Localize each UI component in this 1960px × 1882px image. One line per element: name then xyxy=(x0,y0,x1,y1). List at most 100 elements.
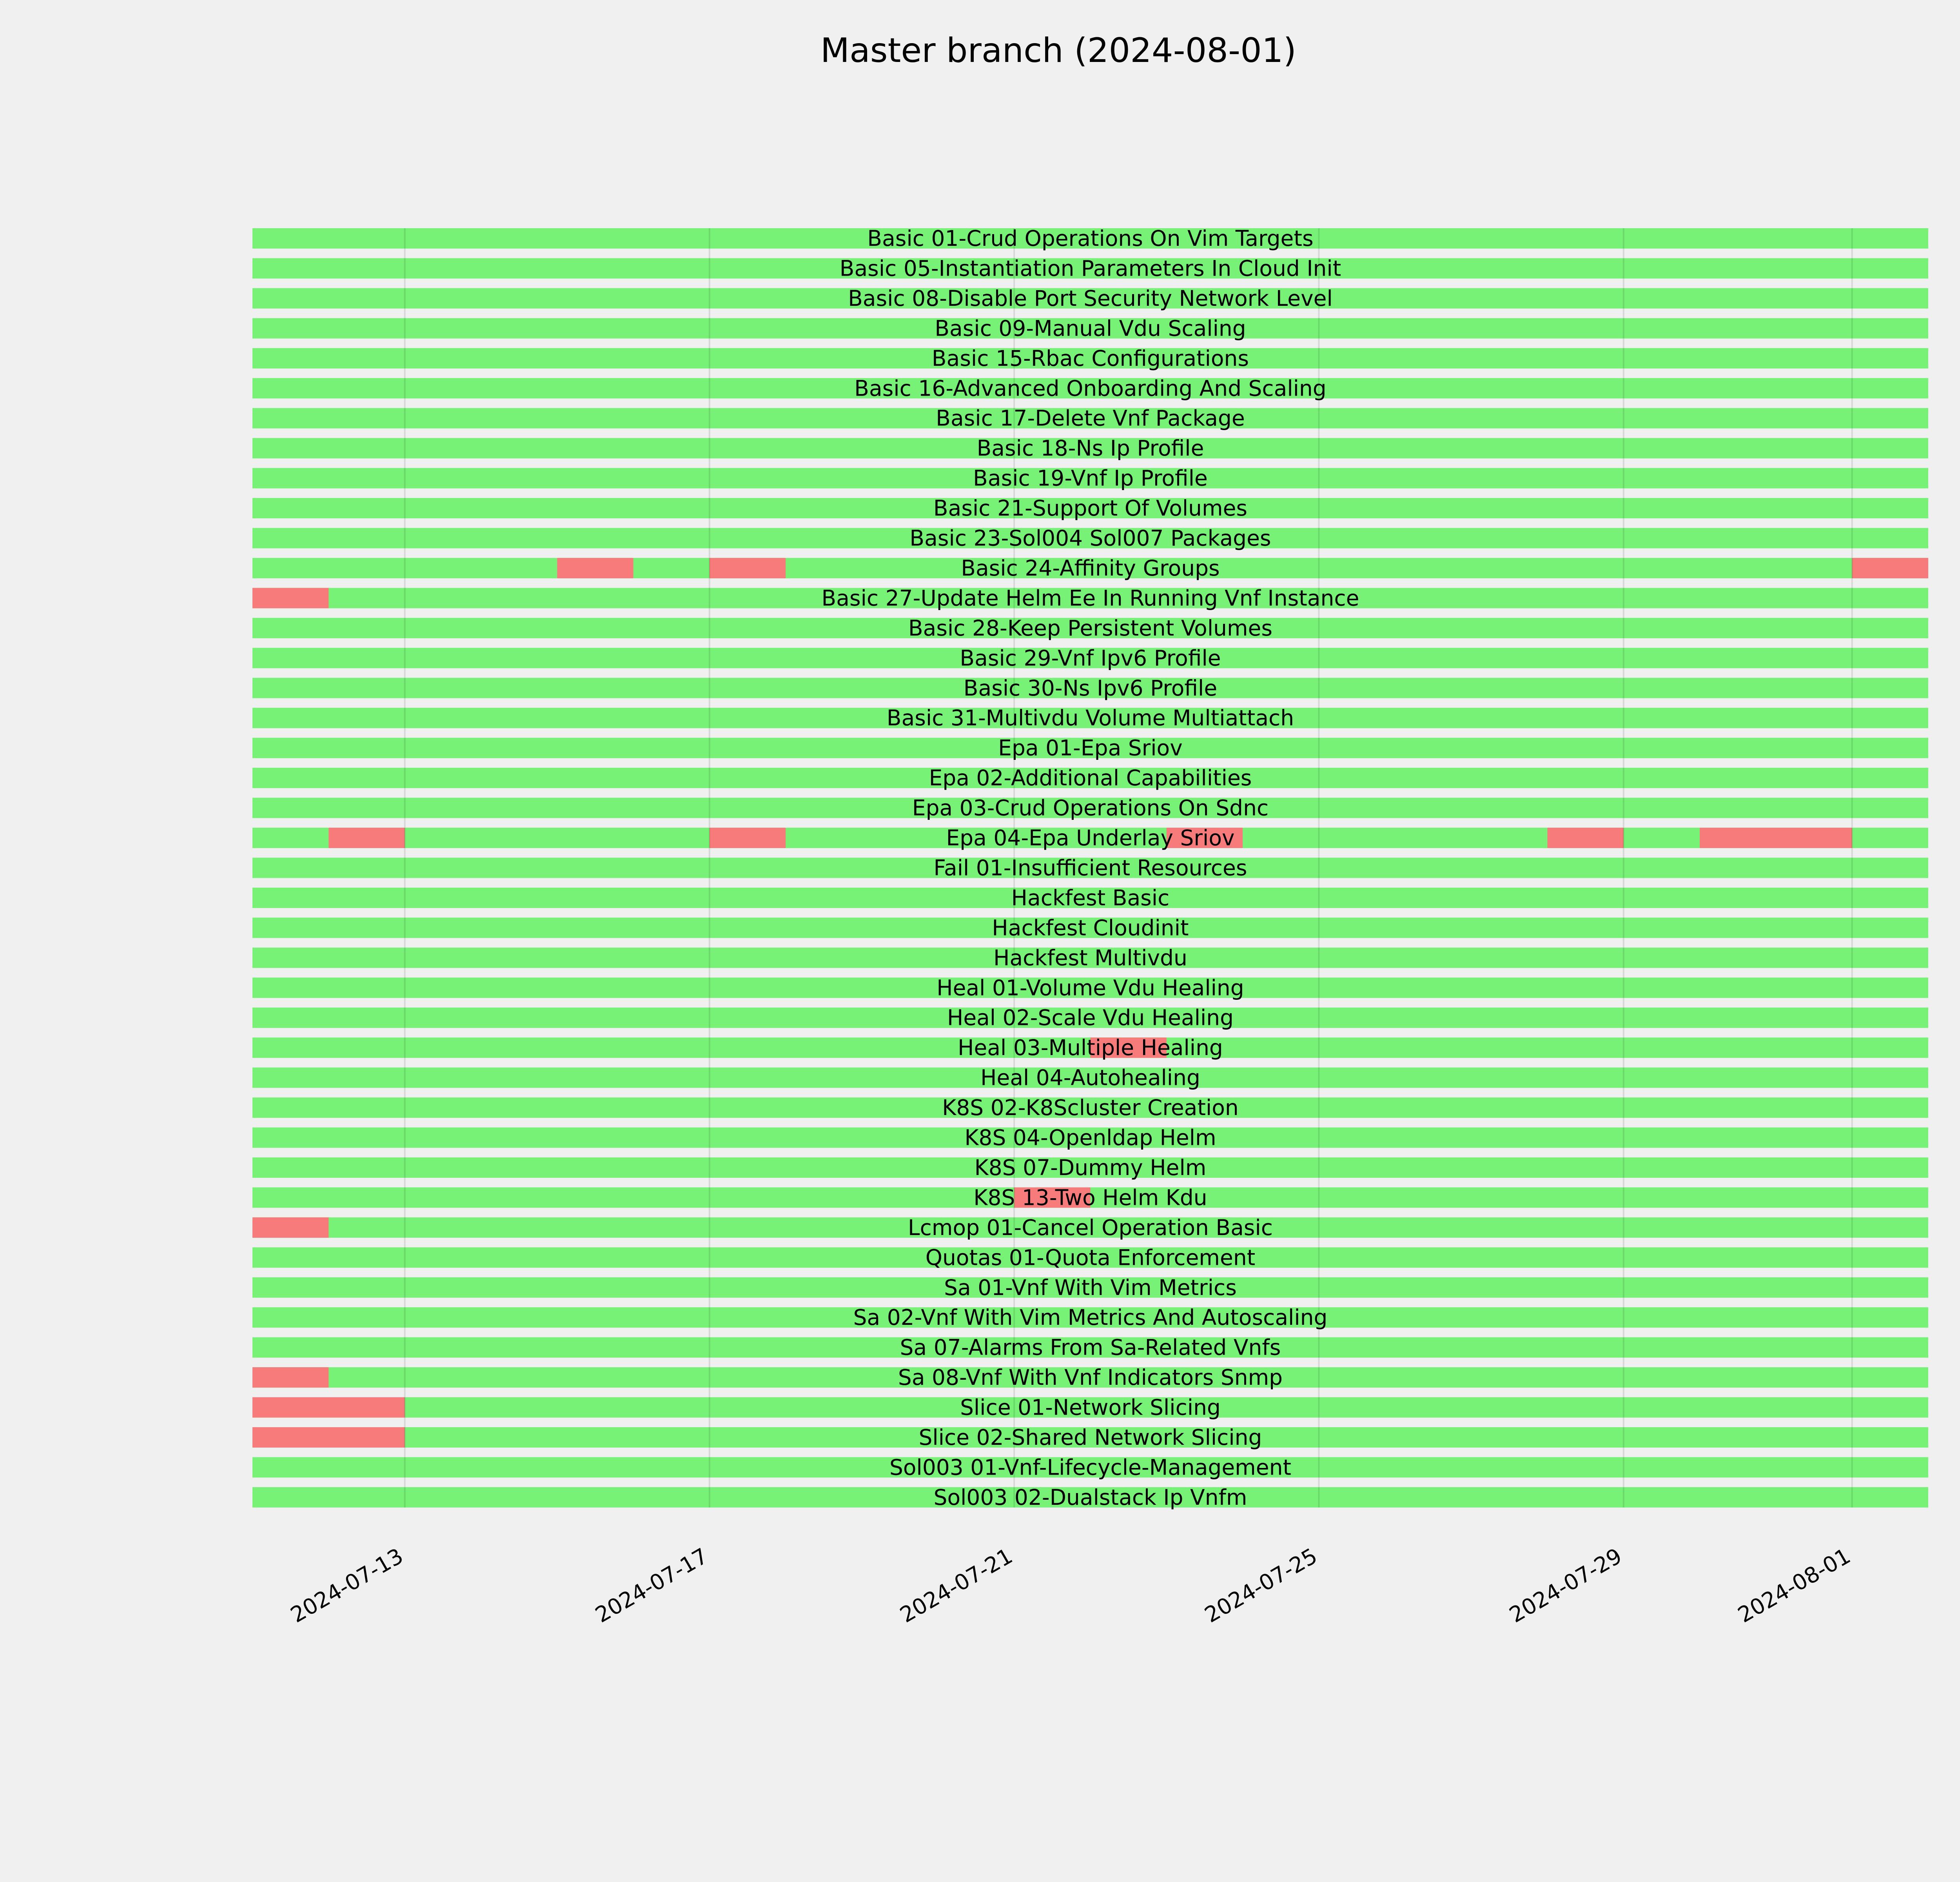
pass-bar xyxy=(252,1397,1928,1418)
pass-bar xyxy=(252,828,1928,848)
pass-bar xyxy=(252,1427,1928,1448)
row-label: Basic 16-Advanced Onboarding And Scaling xyxy=(854,376,1326,401)
row-label: Quotas 01-Quota Enforcement xyxy=(926,1245,1256,1270)
row-label: Sa 08-Vnf With Vnf Indicators Snmp xyxy=(898,1365,1283,1390)
pass-bar xyxy=(252,887,1928,908)
pass-bar xyxy=(252,1217,1928,1238)
row-label: K8S 13-Two Helm Kdu xyxy=(973,1185,1207,1210)
row-label: Basic 28-Keep Persistent Volumes xyxy=(908,616,1272,641)
x-tick-label: 2024-07-29 xyxy=(1505,1543,1626,1628)
bars-layer xyxy=(252,228,1928,1508)
row-label: Sa 02-Vnf With Vim Metrics And Autoscali… xyxy=(853,1305,1328,1330)
row-label: Sa 07-Alarms From Sa-Related Vnfs xyxy=(900,1335,1281,1360)
pass-bar xyxy=(252,528,1928,549)
pass-bar xyxy=(252,228,1928,249)
pass-bar xyxy=(252,947,1928,968)
fail-bar xyxy=(252,1217,329,1238)
fail-bar xyxy=(1166,828,1243,848)
fail-bar xyxy=(1700,828,1852,848)
x-tick-label: 2024-07-25 xyxy=(1200,1543,1321,1628)
fail-bar xyxy=(1852,558,1928,578)
row-label: Basic 15-Rbac Configurations xyxy=(932,346,1249,371)
row-label: Heal 02-Scale Vdu Healing xyxy=(947,1005,1234,1030)
row-label: Basic 17-Delete Vnf Package xyxy=(936,406,1245,431)
fail-bar xyxy=(252,588,329,609)
pass-bar xyxy=(252,618,1928,638)
row-label: Epa 01-Epa Sriov xyxy=(998,736,1183,761)
pass-bar xyxy=(252,678,1928,698)
row-label: Heal 04-Autohealing xyxy=(980,1065,1200,1090)
pass-bar xyxy=(252,1307,1928,1328)
pass-bar xyxy=(252,378,1928,399)
pass-bar xyxy=(252,288,1928,309)
pass-bar xyxy=(252,1007,1928,1028)
row-label: Basic 21-Support Of Volumes xyxy=(933,496,1247,521)
x-tick-label: 2024-07-21 xyxy=(896,1543,1017,1628)
pass-bar xyxy=(252,348,1928,369)
row-label: Fail 01-Insufficient Resources xyxy=(933,855,1247,880)
fail-bar xyxy=(252,1397,405,1418)
x-tick-label: 2024-07-13 xyxy=(286,1543,407,1628)
x-tick-label: 2024-08-01 xyxy=(1733,1543,1855,1628)
row-label: Hackfest Cloudinit xyxy=(992,915,1189,940)
pass-bar xyxy=(252,498,1928,519)
pass-bar xyxy=(252,1247,1928,1268)
fail-bar xyxy=(328,828,405,848)
pass-bar xyxy=(252,1367,1928,1388)
row-label: Epa 03-Crud Operations On Sdnc xyxy=(912,796,1269,821)
pass-bar xyxy=(252,468,1928,489)
row-label: Basic 27-Update Helm Ee In Running Vnf I… xyxy=(822,585,1359,610)
row-label: Basic 31-Multivdu Volume Multiattach xyxy=(887,705,1294,730)
pass-bar xyxy=(252,1457,1928,1478)
pass-bar xyxy=(252,1157,1928,1178)
row-label: Lcmop 01-Cancel Operation Basic xyxy=(908,1215,1273,1240)
row-label: Sol003 02-Dualstack Ip Vnfm xyxy=(934,1485,1247,1510)
pass-bar xyxy=(252,588,1928,609)
row-label: K8S 02-K8Scluster Creation xyxy=(942,1095,1239,1120)
row-label: Basic 05-Instantiation Parameters In Clo… xyxy=(840,256,1341,281)
row-label: Basic 08-Disable Port Security Network L… xyxy=(848,286,1333,311)
chart-title: Master branch (2024-08-01) xyxy=(820,31,1296,70)
pass-bar xyxy=(252,258,1928,279)
x-axis-ticks: 2024-07-13 2024-07-17 2024-07-21 2024-07-25… xyxy=(286,1543,1855,1628)
fail-bar xyxy=(252,1367,329,1388)
row-label: Heal 03-Multiple Healing xyxy=(958,1035,1223,1060)
row-label: Basic 01-Crud Operations On Vim Targets xyxy=(867,226,1313,251)
pass-bar xyxy=(252,708,1928,728)
pass-bar xyxy=(252,917,1928,938)
fail-bar xyxy=(1090,1037,1167,1058)
row-label: K8S 07-Dummy Helm xyxy=(975,1155,1207,1180)
row-label: Epa 04-Epa Underlay Sriov xyxy=(946,825,1234,850)
row-label: Basic 09-Manual Vdu Scaling xyxy=(935,316,1246,341)
fail-bar xyxy=(557,558,633,578)
fail-bar xyxy=(1547,828,1624,848)
pass-bar xyxy=(252,438,1928,459)
pass-bar xyxy=(252,408,1928,429)
row-label: Slice 02-Shared Network Slicing xyxy=(919,1425,1262,1450)
pass-bar xyxy=(252,1337,1928,1358)
pass-bar xyxy=(252,648,1928,669)
row-label: Slice 01-Network Slicing xyxy=(960,1395,1221,1420)
row-label: Basic 19-Vnf Ip Profile xyxy=(973,466,1208,491)
pass-bar xyxy=(252,1487,1928,1508)
gridlines-layer xyxy=(404,228,1853,1508)
fail-bar xyxy=(252,1427,405,1448)
row-label: Basic 24-Affinity Groups xyxy=(961,556,1220,581)
row-label: Basic 29-Vnf Ipv6 Profile xyxy=(960,645,1221,670)
row-label: Basic 23-Sol004 Sol007 Packages xyxy=(909,526,1271,551)
row-labels-layer: Basic 01-Crud Operations On Vim Targets B… xyxy=(822,226,1359,1510)
pass-bar xyxy=(252,558,1928,578)
pass-bar xyxy=(252,318,1928,339)
row-label: Hackfest Multivdu xyxy=(993,945,1187,970)
pass-bar xyxy=(252,1127,1928,1148)
pass-bar xyxy=(252,768,1928,788)
pass-bar xyxy=(252,857,1928,878)
pass-bar xyxy=(252,1097,1928,1118)
pass-bar xyxy=(252,738,1928,758)
pass-bar xyxy=(252,797,1928,818)
row-label: Sa 01-Vnf With Vim Metrics xyxy=(944,1275,1237,1300)
row-label: Basic 30-Ns Ipv6 Profile xyxy=(964,676,1217,701)
x-tick-label: 2024-07-17 xyxy=(591,1543,712,1628)
fail-bar xyxy=(709,558,786,578)
